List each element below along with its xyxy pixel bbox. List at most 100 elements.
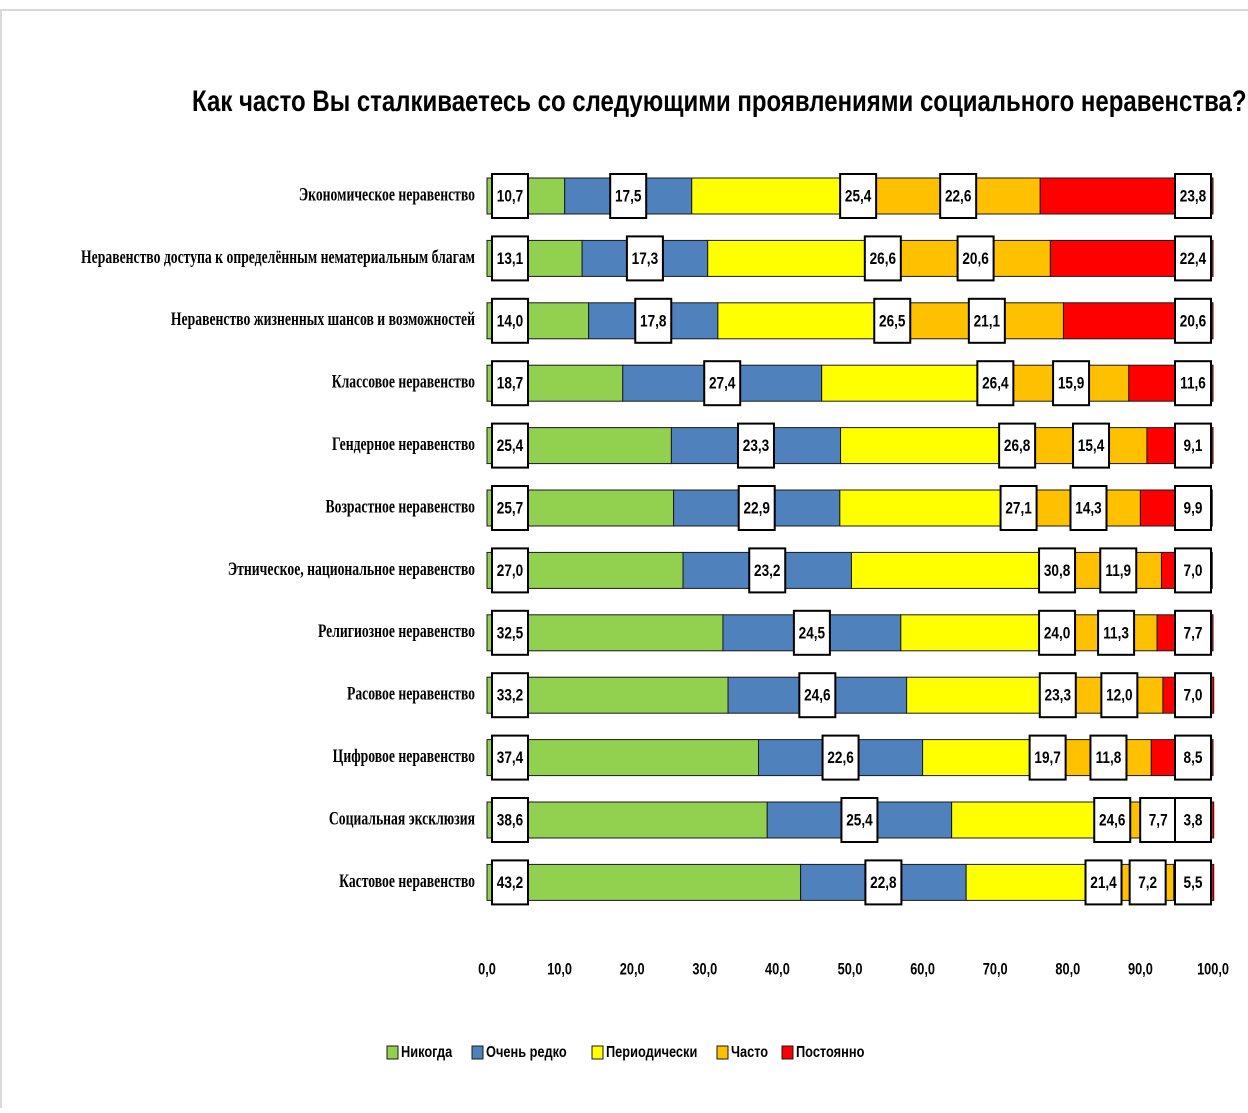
value-label: 26,5 [879, 312, 906, 331]
value-label-box [703, 360, 742, 407]
value-label-group: 23,8 [1180, 187, 1207, 206]
value-label-group: 21,4 [1090, 874, 1117, 893]
category-label-group: Цифровое неравенство [333, 745, 475, 767]
legend-swatch [781, 1045, 794, 1060]
value-label-group: 23,3 [743, 437, 769, 456]
value-label: 25,4 [846, 811, 873, 830]
value-label-group: 17,3 [632, 250, 658, 269]
value-label-group: 9,1 [1184, 437, 1203, 456]
legend-label-group: Никогда [401, 1044, 453, 1062]
x-tick-group: 20,0 [620, 960, 645, 979]
value-label: 7,2 [1138, 874, 1157, 893]
value-label-box [634, 297, 673, 344]
x-tick-group: 80,0 [1055, 960, 1080, 979]
value-label-box [491, 235, 529, 282]
value-label-box [737, 485, 776, 531]
category-label-group: Неравенство жизненных шансов и возможнос… [171, 308, 475, 330]
value-label-group: 20,6 [1180, 312, 1206, 331]
value-label: 24,5 [799, 624, 826, 643]
value-label-box [1052, 360, 1091, 407]
value-label-group: 38,6 [497, 811, 523, 830]
value-label: 25,4 [497, 437, 524, 456]
value-label-group: 25,7 [497, 499, 523, 518]
value-label: 10,7 [497, 187, 523, 206]
bar-segment [486, 863, 802, 901]
value-label-box [1038, 672, 1077, 719]
value-label: 11,6 [1180, 374, 1206, 393]
value-label: 33,2 [497, 686, 523, 705]
value-label: 24,6 [1099, 811, 1125, 830]
value-label-box [1174, 173, 1212, 219]
legend-label-group: Очень редко [486, 1044, 567, 1062]
value-label: 37,4 [497, 749, 524, 768]
value-label-group: 37,4 [497, 749, 524, 768]
legend-swatch [716, 1045, 729, 1060]
value-label-box [1097, 609, 1136, 656]
x-tick-group: 30,0 [692, 960, 717, 979]
value-label-group: 19,7 [1034, 749, 1060, 768]
value-label-group: 12,0 [1106, 686, 1132, 705]
value-label-group: 15,4 [1078, 437, 1105, 456]
value-label-group: 5,5 [1184, 874, 1203, 893]
value-label-group: 7,7 [1149, 811, 1168, 830]
value-label-box [939, 173, 978, 219]
x-tick-group: 0,0 [478, 960, 496, 979]
value-label-box [1174, 235, 1212, 282]
value-label-group: 9,9 [1184, 499, 1203, 518]
value-label-group: 13,1 [497, 250, 524, 269]
value-label: 17,3 [632, 250, 658, 269]
category-label: Религиозное неравенство [318, 620, 475, 642]
value-label-group: 26,6 [870, 250, 896, 269]
value-label: 23,3 [743, 437, 769, 456]
category-label: Расовое неравенство [347, 682, 475, 704]
value-label: 3,8 [1184, 811, 1203, 830]
value-label-box [491, 672, 529, 719]
value-label: 15,9 [1058, 374, 1084, 393]
value-label-group: 25,4 [845, 187, 872, 206]
value-label-group: 11,8 [1096, 749, 1122, 768]
value-label: 22,4 [1180, 250, 1207, 269]
legend-label-group: Часто [731, 1044, 768, 1062]
value-label-group: 18,7 [497, 374, 523, 393]
value-label-box [1028, 734, 1067, 781]
value-label: 12,0 [1106, 686, 1132, 705]
x-tick-label: 100,0 [1197, 960, 1229, 979]
value-label-box [625, 235, 664, 282]
legend-label: Постоянно [796, 1044, 865, 1062]
value-label-group: 20,6 [962, 250, 988, 269]
category-label: Экономическое неравенство [299, 183, 475, 205]
value-label-box [491, 609, 529, 656]
value-label-box [873, 297, 912, 344]
value-label-box [748, 547, 787, 594]
value-label-box [1174, 360, 1212, 407]
x-tick-group: 10,0 [547, 960, 572, 979]
legend-label-group: Постоянно [796, 1044, 865, 1062]
value-label-box [1174, 672, 1212, 719]
value-label-group: 7,0 [1184, 686, 1203, 705]
value-label: 22,9 [743, 499, 769, 518]
value-label-group: 3,8 [1184, 811, 1203, 830]
category-label: Неравенство доступа к определённым немат… [81, 246, 475, 268]
value-label: 23,8 [1180, 187, 1207, 206]
value-label-group: 26,8 [1004, 437, 1031, 456]
value-label-box [491, 859, 529, 906]
x-tick-label: 0,0 [478, 960, 496, 979]
value-label-box [1174, 859, 1212, 906]
value-label-group: 14,3 [1075, 499, 1101, 518]
value-label-box [491, 297, 529, 344]
category-label-group: Гендерное неравенство [332, 433, 475, 455]
value-label-group: 22,9 [743, 499, 769, 518]
value-label: 17,8 [640, 312, 667, 331]
value-label-box [1174, 297, 1212, 344]
x-tick-group: 40,0 [765, 960, 790, 979]
value-label-group: 27,1 [1005, 499, 1032, 518]
value-label: 20,6 [1180, 312, 1206, 331]
value-label-group: 7,7 [1184, 624, 1203, 643]
value-label-group: 10,7 [497, 187, 523, 206]
value-label: 11,9 [1105, 562, 1131, 581]
value-label: 21,4 [1090, 874, 1117, 893]
value-label-box [1174, 422, 1212, 469]
value-label-box [491, 422, 529, 469]
value-label-group: 11,6 [1180, 374, 1206, 393]
value-label-group: 27,4 [709, 374, 736, 393]
